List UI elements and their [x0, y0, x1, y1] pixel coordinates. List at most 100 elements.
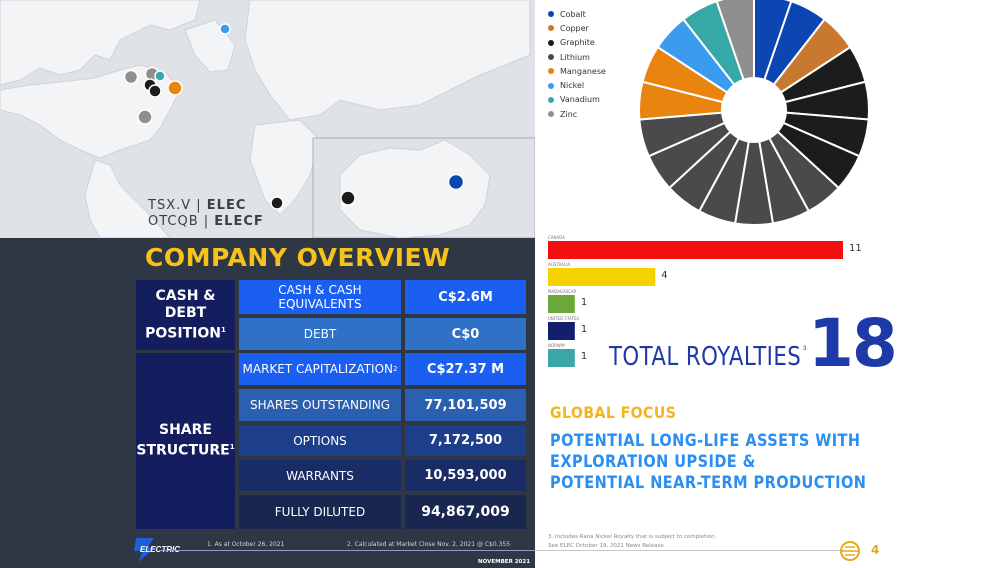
legend-swatch	[548, 96, 554, 103]
legend-swatch	[548, 111, 554, 118]
share-header-sup: 1	[229, 443, 235, 452]
donut-slice-zinc	[715, 0, 755, 82]
legend-item-copper: Copper	[548, 21, 606, 35]
legend-item-nickel: Nickel	[548, 78, 606, 92]
bar-category-label: NORWAY	[548, 343, 566, 348]
bar-madagascar	[548, 295, 575, 313]
focus-line-1: POTENTIAL LONG-LIFE ASSETS WITH	[550, 431, 861, 450]
legend-swatch	[548, 68, 554, 75]
bar-value-label: 11	[849, 243, 862, 254]
bar-category-label: MADAGASCAR	[548, 289, 577, 294]
ticker-block: TSX.V | ELEC OTCQB | ELECF	[148, 198, 264, 230]
share-header-line2-wrap: STRUCTURE1	[136, 439, 234, 460]
overview-title: COMPANY OVERVIEW	[145, 243, 451, 272]
share-structure-header: SHARE STRUCTURE1	[136, 353, 235, 529]
map-marker	[137, 109, 153, 125]
row-value-market-cap: C$27.37 M	[405, 353, 526, 385]
cash-header-line1: CASH &	[155, 287, 216, 304]
row-value-shares-outstanding: 77,101,509	[405, 389, 526, 421]
legend-item-graphite: Graphite	[548, 36, 606, 50]
legend-swatch	[548, 25, 554, 32]
legend-item-vanadium: Vanadium	[548, 93, 606, 107]
row-value-cash: C$2.6M	[405, 280, 526, 314]
row-label-market-cap: MARKET CAPITALIZATION 2	[239, 353, 401, 385]
row-label-options: OPTIONS	[239, 425, 401, 456]
total-royalties-label: TOTAL ROYALTIES	[609, 342, 802, 372]
legend-item-lithium: Lithium	[548, 50, 606, 64]
otc-code: ELECF	[214, 214, 264, 229]
focus-line-3: POTENTIAL NEAR-TERM PRODUCTION	[550, 473, 867, 492]
total-royalties-sup: 3	[803, 346, 807, 352]
world-map: TSX.V | ELEC OTCQB | ELECF	[0, 0, 535, 238]
legend-label: Cobalt	[560, 9, 586, 19]
legend-swatch	[548, 54, 554, 61]
logo-swirl-icon	[840, 541, 860, 561]
row-label-text: FULLY DILUTED	[274, 505, 366, 519]
row-value-options: 7,172,500	[405, 425, 526, 456]
row-label-sup: 2	[393, 365, 398, 373]
otc-prefix: OTCQB |	[148, 214, 215, 229]
electric-logo: ELECTRIC	[132, 534, 192, 564]
row-value-fully-diluted: 94,867,009	[405, 495, 526, 529]
legend-swatch	[548, 82, 554, 89]
row-label-text: SHARES OUTSTANDING	[249, 398, 390, 412]
row-label-shares-outstanding: SHARES OUTSTANDING	[239, 389, 401, 421]
row-label-debt: DEBT	[239, 318, 401, 350]
tsx-code: ELEC	[206, 198, 247, 213]
legend-item-zinc: Zinc	[548, 107, 606, 121]
share-header-line1: SHARE	[159, 422, 212, 439]
legend-label: Lithium	[560, 52, 590, 62]
legend-label: Vanadium	[560, 95, 600, 105]
row-value-debt: C$0	[405, 318, 526, 350]
legend-label: Zinc	[560, 109, 578, 119]
legend-label: Manganese	[560, 66, 606, 76]
page-footer-line	[535, 550, 845, 551]
map-marker	[270, 196, 284, 210]
bar-category-label: AUSTRALIA	[548, 262, 570, 267]
global-focus-title: GLOBAL FOCUS	[550, 403, 677, 422]
row-label-text: DEBT	[303, 327, 337, 341]
page-number: 4	[871, 543, 880, 557]
footer-divider	[160, 550, 535, 551]
cash-header-line3: POSITION	[145, 325, 221, 342]
map-marker	[148, 84, 162, 98]
map-marker	[219, 23, 231, 35]
legend-label: Copper	[560, 23, 589, 33]
row-label-cash: CASH & CASH EQUIVALENTS	[239, 280, 401, 314]
cash-header-line2: DEBT	[164, 304, 207, 321]
bar-norway	[548, 349, 575, 367]
map-marker	[447, 173, 465, 191]
right-footnote-line2: See ELEC October 19, 2021 News Release	[548, 543, 664, 549]
bar-australia	[548, 268, 656, 286]
cash-header-line3-wrap: POSITION1	[145, 322, 226, 343]
map-marker	[340, 190, 356, 206]
bar-category-label: CANADA	[548, 235, 565, 240]
bar-value-label: 1	[581, 351, 587, 362]
bar-canada	[548, 241, 843, 259]
row-label-text: OPTIONS	[293, 433, 347, 448]
map-marker	[123, 69, 139, 85]
cash-debt-header: CASH & DEBT POSITION1	[136, 280, 235, 350]
row-label-fully-diluted: FULLY DILUTED	[239, 495, 401, 529]
bar-united-states	[548, 322, 575, 340]
row-label-text: MARKET CAPITALIZATION	[242, 362, 393, 376]
legend-label: Graphite	[560, 38, 595, 48]
row-label-text: CASH & CASH EQUIVALENTS	[278, 283, 362, 311]
right-footnote-line1: 3. Includes Rana Nickel Royalty that is …	[548, 534, 717, 540]
footer-date: NOVEMBER 2021	[478, 559, 531, 565]
bar-value-label: 1	[581, 324, 587, 335]
logo-mark	[134, 538, 156, 562]
map-marker	[154, 70, 166, 82]
legend-swatch	[548, 11, 554, 18]
bar-category-label: UNITED STATES	[548, 316, 579, 321]
row-value-warrants: 10,593,000	[405, 460, 526, 491]
legend-swatch	[548, 39, 554, 46]
legend-item-cobalt: Cobalt	[548, 7, 606, 21]
company-overview-panel: TSX.V | ELEC OTCQB | ELECF COMPANY OVERV…	[0, 0, 535, 568]
legend-label: Nickel	[560, 81, 585, 91]
tsx-prefix: TSX.V |	[148, 198, 207, 213]
row-label-warrants: WARRANTS	[239, 460, 401, 491]
footnote-2: 2. Calculated at Market Close Nov. 2, 20…	[347, 541, 511, 548]
map-marker	[167, 80, 183, 96]
